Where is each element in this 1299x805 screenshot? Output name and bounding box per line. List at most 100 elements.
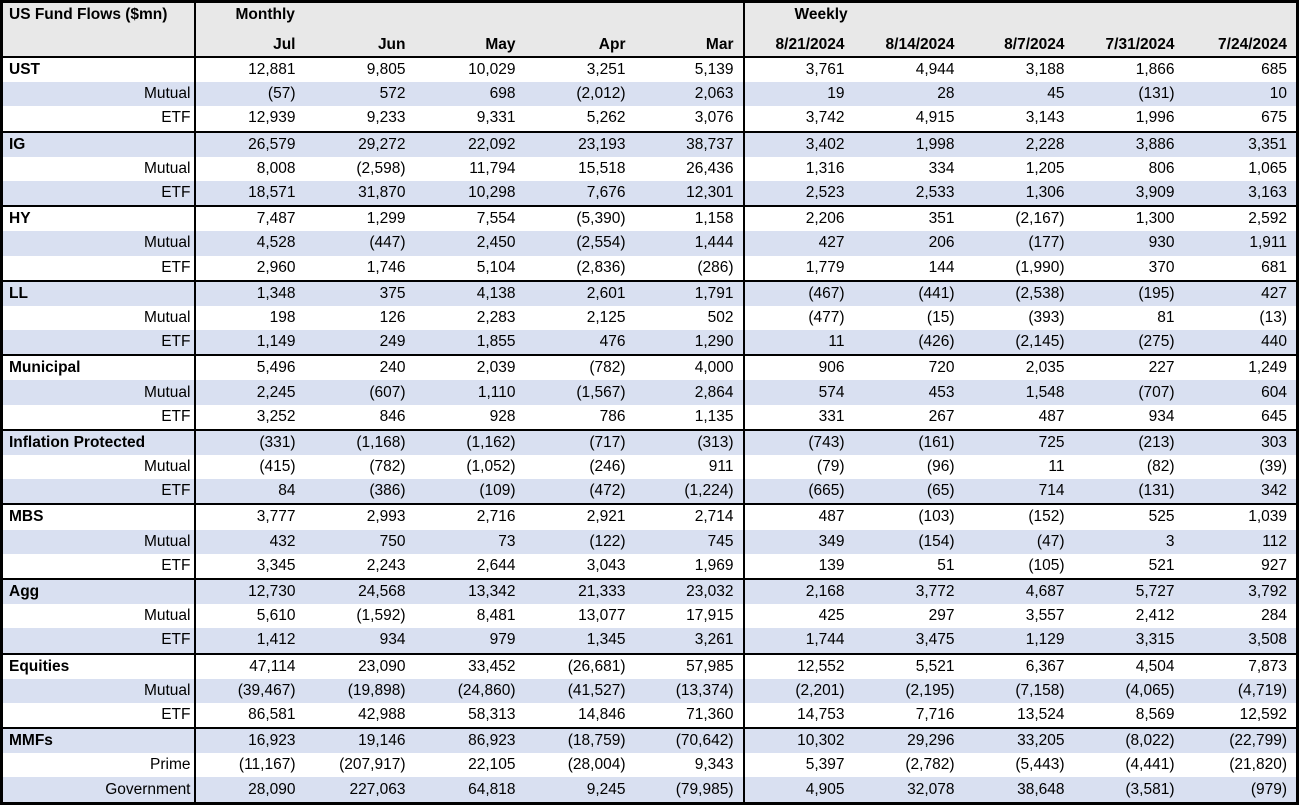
value-cell: 206 [928, 234, 955, 252]
value-cell: 2,206 [742, 205, 854, 232]
value-cell: 453 [928, 383, 955, 401]
value-cell: 1,316 [742, 156, 854, 181]
value-cell: 12,301 [686, 184, 734, 202]
value-cell: 4,138 [414, 279, 525, 306]
value-cell: (109) [479, 482, 516, 500]
value-cell: 51 [937, 556, 955, 574]
weekly-column-header: 8/14/2024 [885, 36, 955, 53]
value-cell: (246) [589, 458, 626, 476]
row-label: ETF [161, 407, 191, 425]
value-cell: (2,554) [576, 234, 626, 252]
value-cell: 1,791 [634, 279, 744, 306]
value-cell: 2,523 [742, 180, 854, 207]
weekly-section-label: Weekly [742, 1, 1298, 30]
value-cell: (2,538) [963, 279, 1074, 306]
value-cell: 14,753 [742, 702, 854, 729]
value-cell: 3,351 [1183, 130, 1298, 157]
category-row: IG 26,579 29,272 22,092 23,193 38,737 3,402 1,9… [1, 130, 1298, 157]
category-label: HY [1, 205, 195, 232]
value-cell: 4,000 [634, 354, 744, 381]
value-cell: (177) [1028, 234, 1065, 252]
value-cell: (195) [1073, 279, 1184, 306]
row-label: ETF [161, 109, 191, 127]
value-cell: 126 [379, 308, 406, 326]
value-cell: 4,915 [915, 109, 955, 127]
value-cell: 139 [742, 553, 854, 579]
row-label: ETF [161, 333, 191, 351]
table-header: US Fund Flows ($mn) Monthly Weekly Jul Ju… [1, 1, 1298, 57]
value-cell: 240 [304, 354, 415, 381]
value-cell: 22,105 [468, 756, 516, 774]
value-cell: (1,168) [304, 428, 415, 455]
value-cell: 3,252 [193, 404, 305, 430]
value-cell: 5,610 [193, 604, 305, 629]
value-cell: 476 [599, 333, 626, 351]
sub-row: Mutual 8,008 (2,598) 11,794 15,518 26,436 1,31… [2, 156, 1298, 181]
value-cell: 745 [707, 532, 734, 550]
value-cell: 502 [707, 308, 734, 326]
value-cell: 3,475 [915, 631, 955, 649]
value-cell: 47,114 [193, 652, 305, 679]
value-cell: 2,168 [742, 577, 854, 605]
value-cell: 21,333 [524, 577, 635, 605]
category-label: IG [1, 130, 195, 157]
value-cell: 440 [1261, 333, 1287, 351]
value-cell: (4,065) [1125, 681, 1175, 699]
value-cell: (19,898) [347, 681, 406, 699]
value-cell: 1,412 [193, 628, 305, 654]
value-cell: 1,039 [1183, 503, 1298, 530]
value-cell: 7,676 [586, 184, 626, 202]
value-cell: 979 [489, 631, 516, 649]
value-cell: (213) [1073, 428, 1184, 455]
value-cell: 681 [1261, 258, 1287, 276]
value-cell: 3,557 [1025, 607, 1065, 625]
value-cell: 17,915 [686, 607, 734, 625]
value-cell: 750 [379, 532, 406, 550]
value-cell: 10,029 [468, 61, 516, 79]
value-cell: 9,805 [366, 61, 406, 79]
value-cell: 934 [379, 631, 406, 649]
sub-row: Mutual 4,528 (447) 2,450 (2,554) 1,444 427 206 (… [1, 231, 1298, 256]
sub-row: Mutual 5,610 (1,592) 8,481 13,077 17,915 425 29… [2, 604, 1298, 629]
header-columns-row: Jul Jun May Apr Mar 8/21/2024 8/14/2024 8/7/202… [2, 30, 1298, 57]
value-cell: (782) [369, 458, 406, 476]
value-cell: (161) [853, 428, 964, 455]
value-cell: (47) [1036, 532, 1065, 550]
row-label: ETF [161, 705, 191, 723]
value-cell: 10,298 [468, 184, 516, 202]
value-cell: (2,598) [356, 159, 406, 177]
value-cell: 806 [1148, 159, 1175, 177]
value-cell: 2,063 [694, 85, 734, 103]
value-cell: (39,467) [193, 678, 305, 703]
category-row: MMFs 16,923 19,146 86,923 (18,759) (70,642) 10… [1, 727, 1298, 754]
value-cell: 2,601 [524, 279, 635, 306]
value-cell: 23,193 [524, 130, 635, 157]
value-cell: 525 [1073, 503, 1184, 530]
weekly-column-header: 8/7/2024 [1004, 36, 1065, 53]
value-cell: (18,759) [524, 727, 635, 754]
row-label: Mutual [143, 458, 191, 476]
value-cell: 2,592 [1183, 205, 1298, 232]
value-cell: 112 [1262, 532, 1287, 550]
row-label: ETF [161, 556, 191, 574]
value-cell: (5,390) [524, 205, 635, 232]
value-cell: 2,125 [586, 308, 626, 326]
value-cell: 572 [379, 85, 406, 103]
value-cell: 3,345 [193, 553, 305, 579]
value-cell: 370 [1148, 258, 1175, 276]
category-label: UST [9, 61, 40, 79]
value-cell: 3,188 [1025, 61, 1065, 79]
value-cell: 5,139 [694, 61, 734, 79]
value-cell: (313) [634, 428, 744, 455]
value-cell: (4,719) [1237, 681, 1287, 699]
value-cell: 720 [853, 354, 964, 381]
value-cell: 2,228 [963, 130, 1074, 157]
row-label: Mutual [143, 85, 191, 103]
value-cell: 3,909 [1135, 184, 1175, 202]
row-label: Mutual [143, 607, 191, 625]
sub-row: ETF 12,939 9,233 9,331 5,262 3,076 3,742 4,915 3… [2, 106, 1298, 132]
value-cell: (15) [926, 308, 955, 326]
value-cell: (426) [918, 333, 955, 351]
value-cell: 3,772 [853, 577, 964, 605]
